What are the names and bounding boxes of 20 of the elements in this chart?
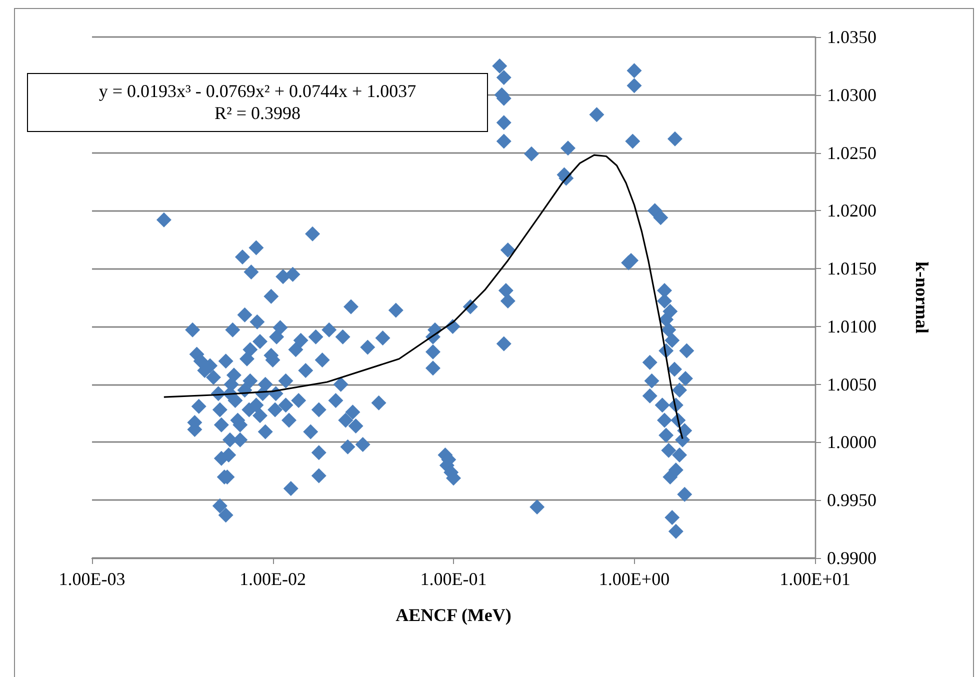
equation-box: y = 0.0193x³ - 0.0769x² + 0.0744x + 1.0037 R² = 0.3998 (27, 73, 488, 132)
y-tick-label: 1.0200 (827, 200, 876, 221)
y-tick-label: 1.0300 (827, 84, 876, 105)
y-tick-label: 1.0000 (827, 432, 876, 452)
y-tick-label: 1.0050 (827, 374, 876, 394)
annotation: y = 0.0193x³ - 0.0769x² + 0.0744x + 1.0037 (98, 80, 418, 102)
y-tick-label: 1.0100 (827, 316, 876, 336)
x-tick-label: 1.00E-02 (240, 569, 306, 589)
annotation: R² = 0.3998 (213, 102, 302, 124)
y-tick-label: 1.0350 (827, 27, 876, 47)
x-axis-title: AENCF (MeV) (396, 605, 512, 625)
x-tick-label: 1.00E+00 (598, 569, 670, 589)
x-tick-label: 1.00E+01 (780, 569, 850, 589)
y-tick-label: 0.9950 (827, 490, 876, 510)
y-axis-title: k-normal (912, 262, 932, 334)
y-tick-label: 1.0150 (827, 258, 876, 279)
y-tick-label: 1.0250 (827, 142, 876, 163)
y-tick-label: 0.9900 (827, 548, 876, 568)
x-tick-label: 1.00E-01 (420, 569, 487, 589)
x-tick-label: 1.00E-03 (58, 569, 126, 589)
